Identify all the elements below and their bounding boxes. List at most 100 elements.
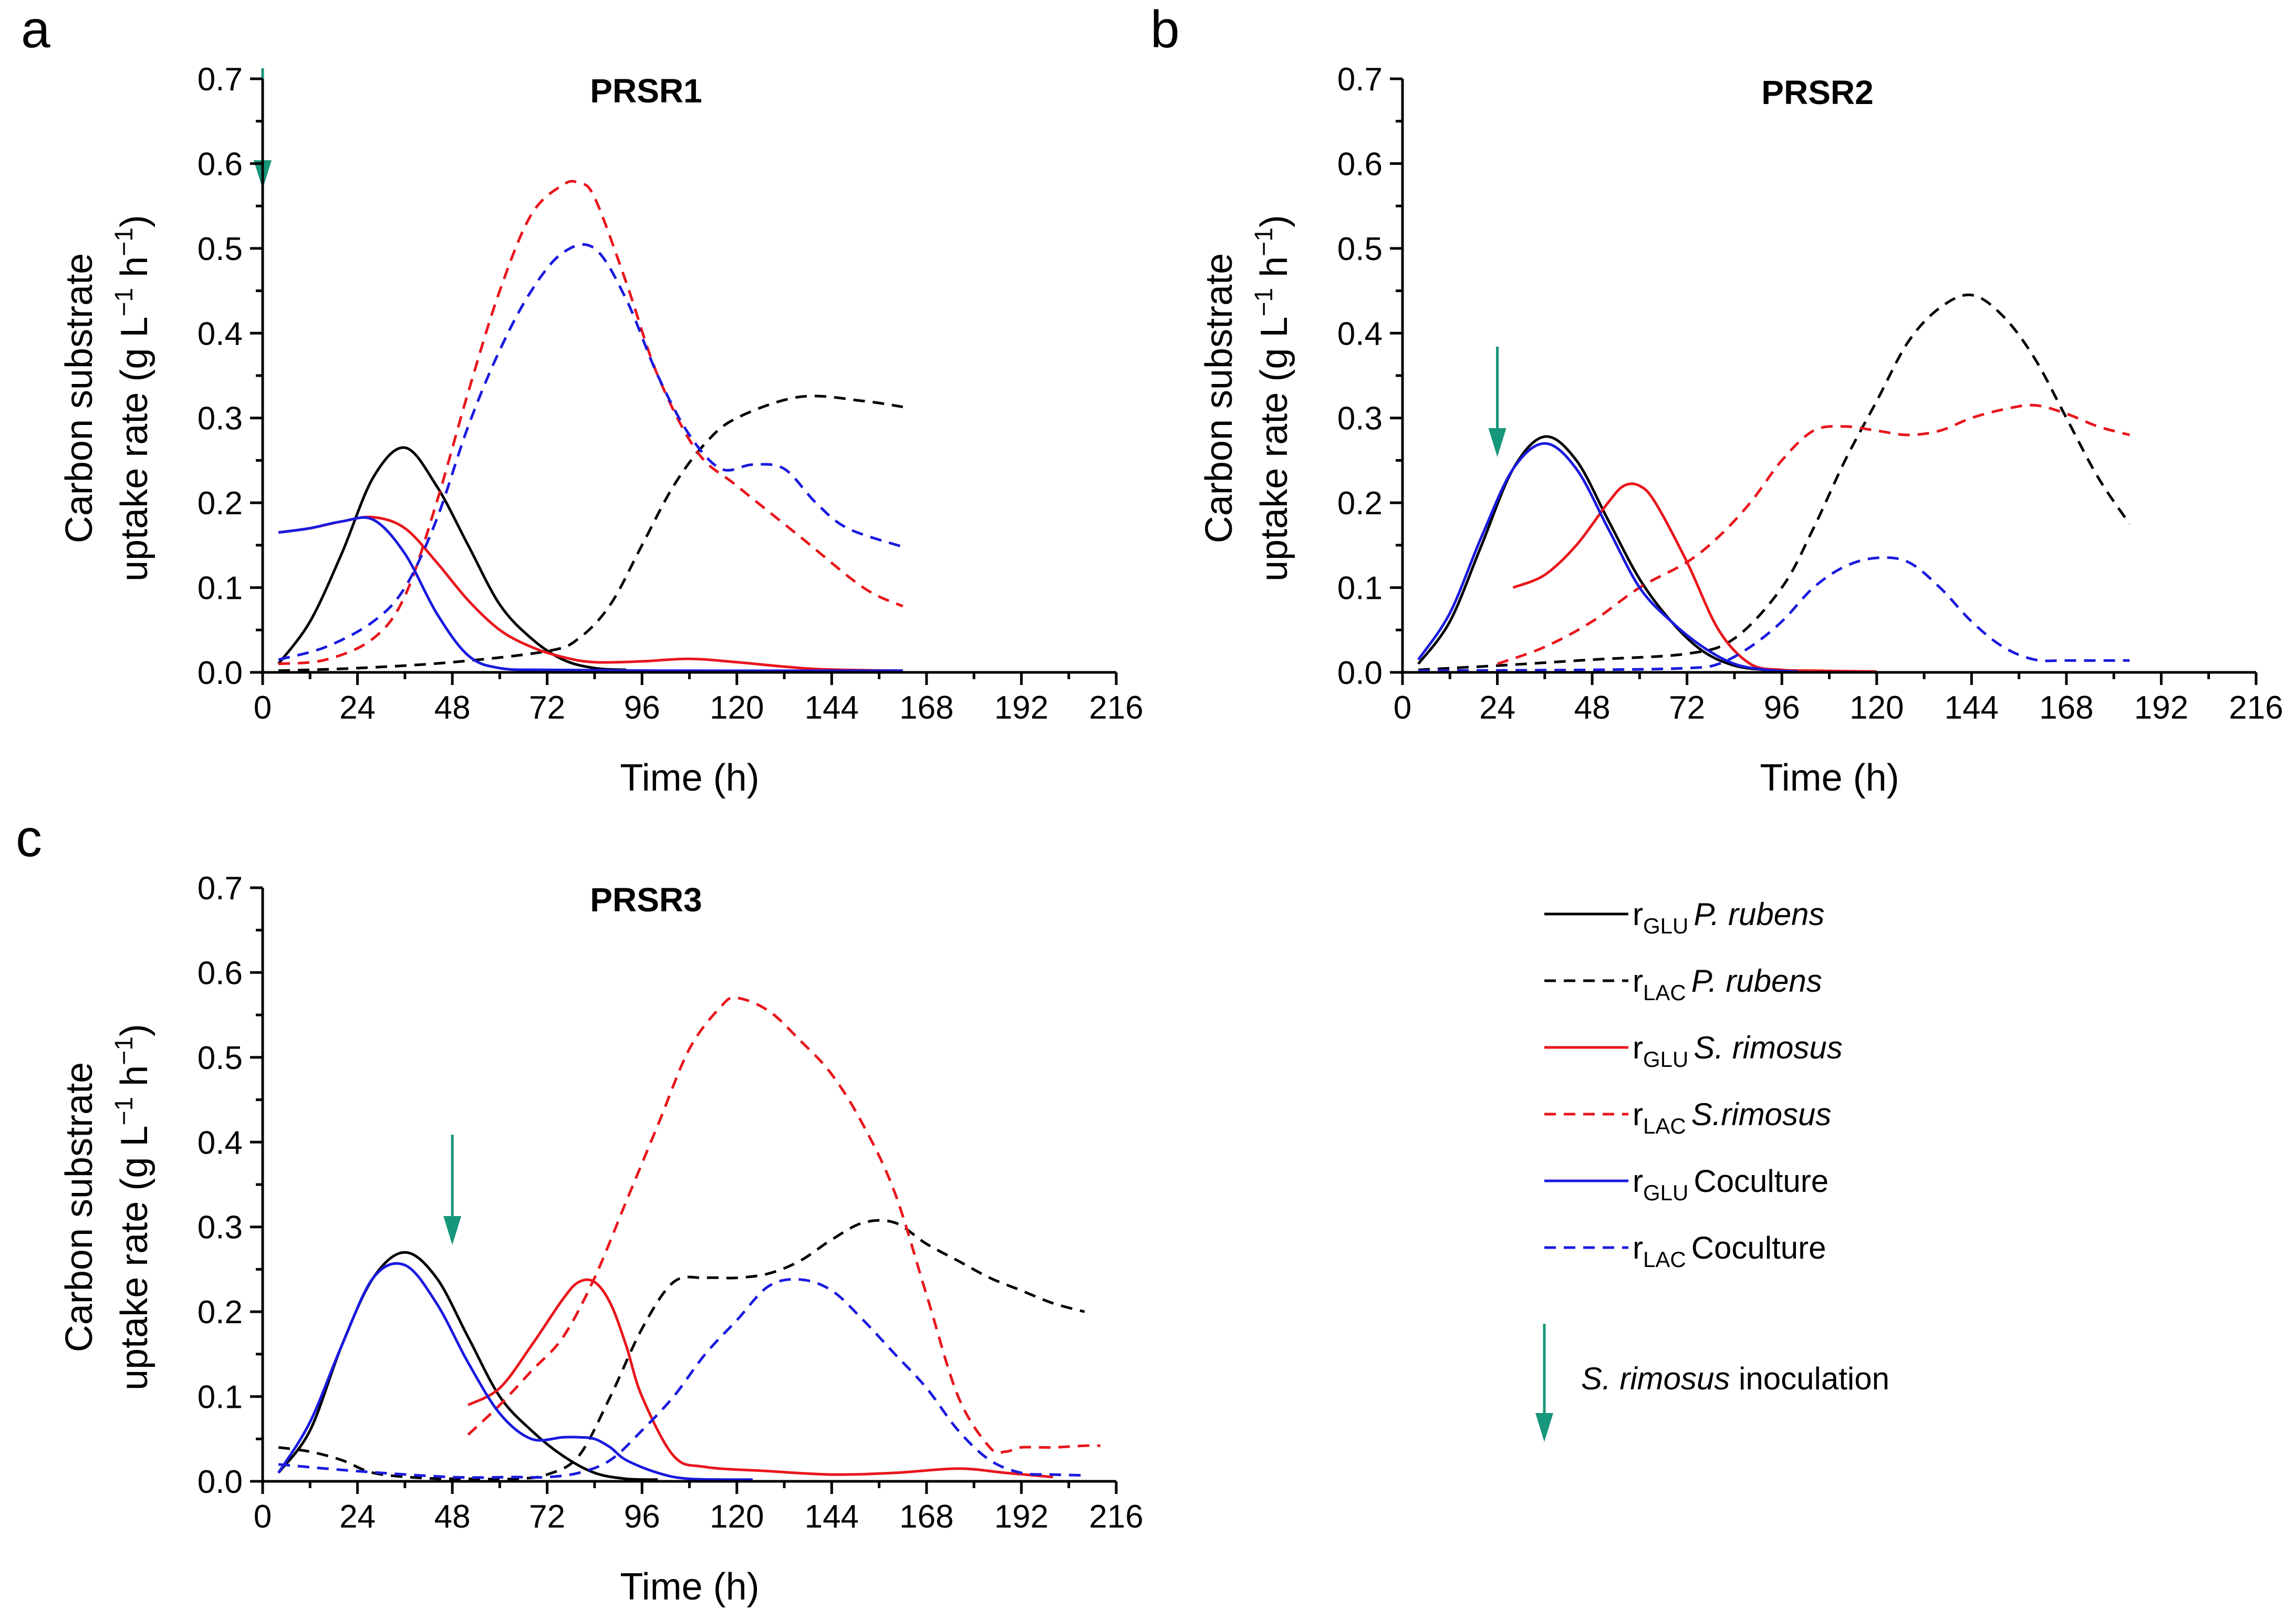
legend-name: P. rubens xyxy=(1691,963,1822,999)
x-tick-label: 168 xyxy=(2039,690,2093,726)
axes: 0 24 48 72 96 120 144 168 192 216 0.0 0.1 0.2 0.3 0.4 0… xyxy=(1337,61,2283,726)
x-tick-label: 96 xyxy=(624,1499,660,1535)
inoculation-arrow xyxy=(1488,347,1507,457)
legend-entry: rGLU P. rubens xyxy=(1544,897,1824,938)
x-tick-label: 144 xyxy=(805,1499,859,1535)
legend-r: r xyxy=(1633,1097,1643,1132)
x-tick-label: 216 xyxy=(2229,690,2283,726)
legend-name: S.rimosus xyxy=(1691,1097,1832,1132)
series-line-rlac-coculture xyxy=(278,243,903,661)
x-tick-label: 24 xyxy=(1479,690,1515,726)
legend-subscript: GLU xyxy=(1643,913,1688,938)
y-tick-label: 0.0 xyxy=(198,1464,243,1500)
x-axis-label: Time (h) xyxy=(1760,757,1899,799)
y-tick-label: 0.4 xyxy=(198,316,243,352)
x-tick-label: 96 xyxy=(624,690,660,726)
legend-entry: rLAC S.rimosus xyxy=(1544,1097,1831,1138)
arrow-head xyxy=(1535,1413,1553,1442)
legend-entry: rGLU Coculture xyxy=(1544,1164,1829,1205)
y-tick-label: 0.3 xyxy=(198,1210,243,1246)
y-axis-label: Carbon substrate uptake rate (g L−1 h−1) xyxy=(58,1024,155,1390)
series-line-rlac-p-rubens xyxy=(278,394,903,672)
legend-subscript: LAC xyxy=(1643,980,1686,1005)
plot-area xyxy=(254,68,903,672)
y-tick-label: 0.6 xyxy=(198,146,243,182)
x-axis-label: Time (h) xyxy=(620,757,759,799)
legend-arrow-text: inoculation xyxy=(1730,1361,1889,1396)
y-label-h: h xyxy=(1253,256,1295,288)
y-label-h: h xyxy=(113,1065,155,1097)
x-tick-label: 96 xyxy=(1764,690,1800,726)
x-tick-label: 0 xyxy=(1394,690,1411,726)
y-tick-label: 0.0 xyxy=(198,655,243,691)
series-line-rlac-s-rimosus xyxy=(1497,403,2130,666)
y-tick-label: 0.3 xyxy=(1337,401,1383,437)
x-tick-label: 72 xyxy=(529,1499,565,1535)
panel-title: PRSR1 xyxy=(590,72,702,110)
y-label-line1: Carbon substrate xyxy=(58,253,100,543)
arrow-head xyxy=(1488,428,1507,457)
arrow-head xyxy=(443,1216,462,1245)
series-line-rlac-p-rubens xyxy=(278,1219,1085,1481)
series-line-rglu-s-rimosus xyxy=(467,1278,1053,1479)
legend-arrow-label: S. rimosus inoculation xyxy=(1581,1361,1889,1396)
x-tick-label: 72 xyxy=(529,690,565,726)
y-tick-label: 0.2 xyxy=(198,1294,243,1331)
panel-c: c PRSR3 0 24 48 72 96 120 144 168 192 216 0.0 0.1 0.… xyxy=(16,809,1144,1608)
series-line-rlac-coculture xyxy=(278,1278,1085,1479)
y-tick-label: 0.5 xyxy=(198,231,243,267)
y-tick-label: 0.5 xyxy=(1337,231,1383,267)
series-line-rglu-coculture xyxy=(278,516,903,672)
x-tick-label: 216 xyxy=(1089,690,1143,726)
legend-label: rLAC Coculture xyxy=(1633,1230,1826,1272)
y-axis-label: Carbon substrate uptake rate (g L−1 h−1) xyxy=(58,215,155,581)
x-tick-label: 48 xyxy=(434,690,471,726)
legend-subscript: LAC xyxy=(1643,1114,1686,1138)
y-label-line2-main: uptake rate (g L xyxy=(1253,317,1295,581)
y-label-sup: −1 xyxy=(1250,288,1278,317)
series-line-rlac-p-rubens xyxy=(1418,293,2131,671)
legend-label: rGLU S. rimosus xyxy=(1633,1030,1843,1072)
x-tick-label: 48 xyxy=(434,1499,471,1535)
legend-label: rGLU Coculture xyxy=(1633,1164,1829,1205)
panel-letter: a xyxy=(21,0,50,59)
y-label-sup: −1 xyxy=(110,1036,138,1065)
panel-title: PRSR3 xyxy=(590,881,702,919)
axes: 0 24 48 72 96 120 144 168 192 216 0.0 0.1 0.2 0.3 0.4 0… xyxy=(198,870,1144,1535)
y-label-sup: −1 xyxy=(1250,227,1278,256)
legend-r: r xyxy=(1633,1030,1643,1065)
legend-name: Coculture xyxy=(1694,1164,1829,1199)
x-tick-label: 168 xyxy=(899,690,953,726)
x-tick-label: 72 xyxy=(1669,690,1705,726)
legend-entry: rLAC Coculture xyxy=(1544,1230,1826,1272)
y-label-line2: uptake rate (g L−1 h−1) xyxy=(110,1024,155,1390)
y-label-line2-main: uptake rate (g L xyxy=(113,1126,155,1390)
y-label-line2: uptake rate (g L−1 h−1) xyxy=(110,215,155,581)
x-tick-label: 192 xyxy=(994,1499,1048,1535)
x-tick-label: 144 xyxy=(805,690,859,726)
x-tick-label: 192 xyxy=(994,690,1048,726)
series-line-rglu-p-rubens xyxy=(1417,435,1798,672)
panel-b: b PRSR2 0 24 48 72 96 120 144 168 192 216 0.0 0.1 0.… xyxy=(1150,0,2283,799)
x-tick-label: 120 xyxy=(710,690,764,726)
y-tick-label: 0.4 xyxy=(198,1125,243,1161)
legend-entry: rLAC P. rubens xyxy=(1544,963,1822,1005)
legend-name: P. rubens xyxy=(1694,897,1824,932)
y-label-line1: Carbon substrate xyxy=(58,1062,100,1352)
x-tick-label: 144 xyxy=(1945,690,1999,726)
legend-name: Coculture xyxy=(1691,1230,1826,1265)
series-line-rglu-s-rimosus xyxy=(278,515,903,672)
y-tick-label: 0.7 xyxy=(1337,61,1383,98)
x-tick-label: 0 xyxy=(254,1499,272,1535)
series-line-rglu-coculture xyxy=(1417,442,1798,673)
legend-r: r xyxy=(1633,963,1643,999)
y-tick-label: 0.2 xyxy=(1337,485,1383,522)
y-label-sup: −1 xyxy=(110,227,138,256)
y-label-close: ) xyxy=(1253,215,1295,227)
series-line-rlac-s-rimosus xyxy=(467,996,1100,1455)
y-tick-label: 0.7 xyxy=(198,870,243,907)
y-tick-label: 0.1 xyxy=(198,1379,243,1416)
y-label-sup: −1 xyxy=(110,1097,138,1126)
